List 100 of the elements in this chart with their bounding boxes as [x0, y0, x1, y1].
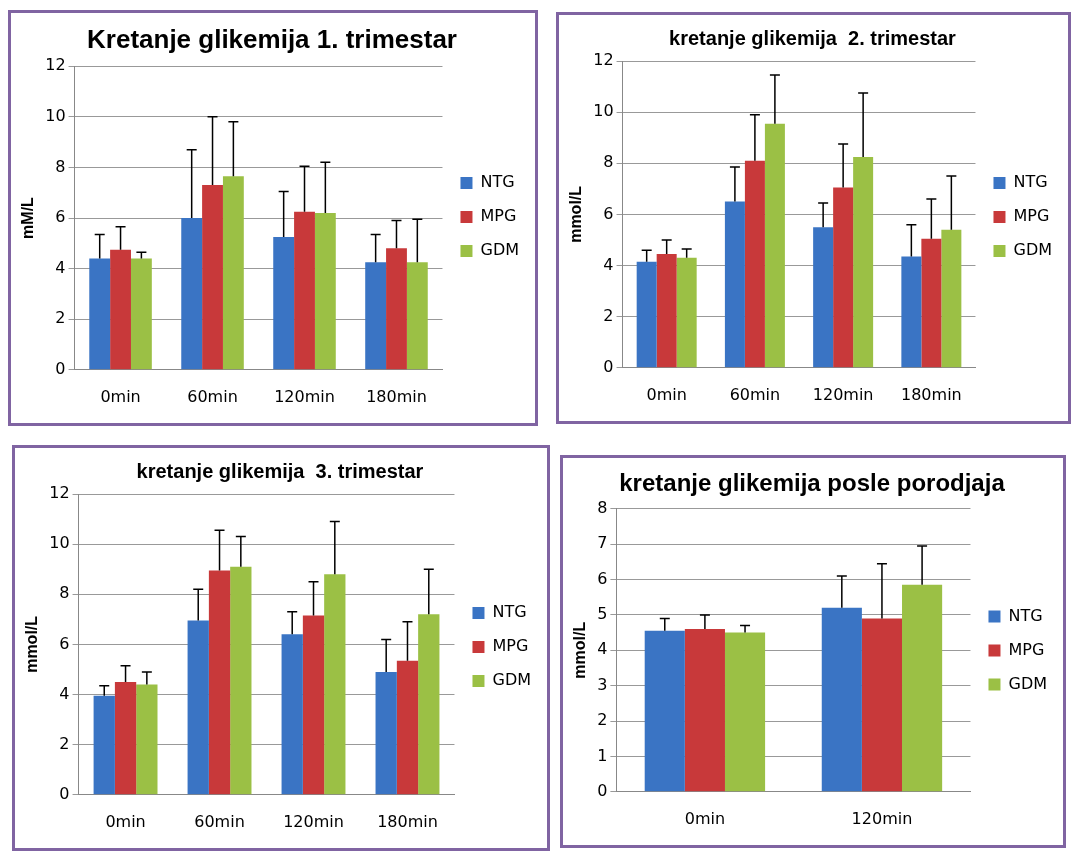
- y-tick-label: 6: [59, 633, 70, 653]
- legend-label: GDM: [480, 240, 520, 260]
- x-tick-label: 180min: [901, 384, 962, 404]
- y-tick-label: 2: [55, 308, 66, 328]
- bar: [656, 254, 677, 368]
- legend-label: MPG: [1008, 639, 1045, 659]
- legend-label: NTG: [1013, 172, 1048, 192]
- bar: [222, 176, 244, 370]
- y-tick-label: 10: [593, 101, 614, 121]
- bar: [941, 229, 962, 368]
- bar: [676, 257, 697, 368]
- bar: [833, 187, 854, 368]
- chart-title: kretanje glikemija 3. trimestar: [136, 459, 424, 482]
- x-tick-label: 60min: [187, 386, 238, 406]
- bar: [114, 682, 137, 795]
- x-tick-label: 0min: [105, 811, 146, 831]
- y-tick-label: 5: [597, 604, 608, 624]
- y-tick-label: 4: [597, 639, 608, 659]
- bar: [418, 614, 440, 795]
- x-tick-label: 120min: [812, 384, 874, 404]
- y-tick-label: 7: [597, 533, 608, 553]
- bar: [136, 684, 158, 795]
- x-tick-label: 60min: [729, 384, 781, 404]
- y-tick-label: 10: [45, 105, 66, 125]
- chart-title: kretanje glikemija posle porodjaja: [619, 469, 1006, 497]
- y-tick-label: 0: [597, 780, 608, 800]
- y-tick-label: 12: [49, 483, 70, 503]
- legend-label: NTG: [1008, 605, 1043, 625]
- x-tick-label: 120min: [851, 808, 913, 828]
- chart-title: Kretanje glikemija 1. trimestar: [87, 23, 457, 54]
- x-tick-label: 180min: [366, 386, 427, 406]
- bar: [202, 185, 223, 370]
- y-tick-label: 6: [603, 203, 614, 223]
- x-tick-label: 0min: [646, 384, 687, 404]
- bar: [724, 632, 766, 792]
- x-tick-label: 60min: [194, 811, 245, 831]
- bar: [375, 671, 397, 795]
- legend-label: MPG: [480, 206, 517, 226]
- bar: [636, 261, 657, 368]
- y-tick-label: 2: [603, 305, 614, 325]
- y-axis-title: mM/L: [19, 196, 37, 239]
- y-tick-label: 4: [55, 257, 66, 277]
- y-axis-title: mmol/L: [571, 621, 589, 679]
- y-tick-label: 8: [603, 152, 614, 172]
- bar: [724, 201, 745, 368]
- bar: [902, 584, 943, 792]
- legend-label: GDM: [1008, 673, 1048, 693]
- bar: [89, 258, 111, 370]
- bar: [684, 629, 725, 792]
- legend-label: NTG: [492, 602, 527, 622]
- y-axis-title: mmol/L: [567, 185, 585, 243]
- y-tick-label: 12: [593, 50, 614, 70]
- bar: [281, 634, 303, 795]
- bar: [187, 620, 209, 795]
- bar: [181, 218, 203, 370]
- bar: [302, 615, 325, 795]
- y-tick-label: 0: [59, 783, 70, 803]
- x-tick-label: 0min: [684, 808, 726, 828]
- bar: [273, 236, 295, 370]
- legend-label: GDM: [492, 670, 532, 690]
- bar: [230, 566, 252, 795]
- y-tick-label: 6: [597, 568, 608, 588]
- y-tick-label: 8: [597, 497, 608, 517]
- y-tick-label: 0: [603, 356, 614, 376]
- legend-label: NTG: [480, 172, 515, 192]
- bar: [764, 123, 785, 368]
- bar: [130, 258, 152, 370]
- bar: [406, 262, 428, 370]
- chart-title: kretanje glikemija 2. trimestar: [669, 26, 957, 49]
- legend-label: MPG: [492, 636, 529, 656]
- bar: [744, 160, 765, 368]
- bar: [901, 256, 922, 368]
- y-tick-label: 8: [59, 583, 70, 603]
- bar: [813, 227, 834, 368]
- x-tick-label: 120min: [283, 811, 344, 831]
- y-tick-label: 2: [59, 733, 70, 753]
- x-tick-label: 120min: [274, 386, 335, 406]
- bar: [853, 156, 874, 368]
- bar: [821, 607, 862, 792]
- x-tick-label: 180min: [377, 811, 438, 831]
- bar: [861, 618, 903, 792]
- y-tick-label: 0: [55, 358, 66, 378]
- y-tick-label: 10: [49, 533, 70, 553]
- y-tick-label: 3: [597, 674, 608, 694]
- bar: [93, 695, 115, 795]
- x-tick-label: 0min: [100, 386, 141, 406]
- y-tick-label: 2: [597, 710, 608, 730]
- bar: [208, 570, 231, 795]
- y-tick-label: 4: [603, 254, 614, 274]
- y-tick-label: 8: [55, 156, 66, 176]
- y-tick-label: 6: [55, 207, 66, 227]
- legend-label: GDM: [1013, 240, 1053, 260]
- y-tick-label: 4: [59, 683, 70, 703]
- y-axis-title: mmol/L: [23, 615, 41, 673]
- bar: [314, 212, 336, 370]
- bar: [324, 574, 346, 795]
- y-tick-label: 12: [45, 55, 66, 75]
- bar: [644, 630, 685, 792]
- legend-label: MPG: [1013, 206, 1050, 226]
- bar: [386, 248, 407, 370]
